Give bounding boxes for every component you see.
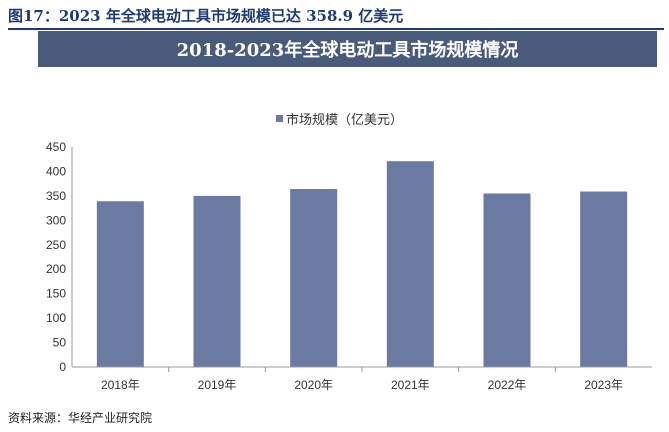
y-tick-label: 450 — [46, 140, 66, 154]
figure-caption: 图17：2023 年全球电动工具市场规模已达 358.9 亿美元 — [8, 7, 404, 25]
caption-rule — [8, 28, 664, 30]
bar-chart: 市场规模（亿美元） 0 50 100 150 200 250 300 350 400 450 20… — [46, 112, 652, 392]
y-tick-label: 200 — [46, 262, 66, 276]
bar — [96, 201, 144, 367]
bar — [386, 161, 434, 367]
y-tick-label: 0 — [59, 360, 66, 374]
chart-title: 2018-2023年全球电动工具市场规模情况 — [176, 40, 519, 61]
y-tick-label: 350 — [46, 189, 66, 203]
bar — [483, 193, 531, 367]
y-tick-label: 150 — [46, 287, 66, 301]
y-tick-label: 100 — [46, 311, 66, 325]
legend-swatch — [276, 115, 283, 122]
y-tick-label: 400 — [46, 164, 66, 178]
bar — [290, 189, 338, 367]
y-tick-label: 250 — [46, 238, 66, 252]
x-tick-label: 2021年 — [391, 378, 430, 392]
y-tick-label: 300 — [46, 213, 66, 227]
y-axis: 0 50 100 150 200 250 300 350 400 450 — [46, 140, 73, 374]
legend: 市场规模（亿美元） — [276, 112, 403, 128]
bars — [96, 161, 628, 367]
bar — [193, 195, 241, 367]
x-tick-label: 2019年 — [198, 378, 237, 392]
x-axis: 2018年 2019年 2020年 2021年 2022年 2023年 — [72, 366, 652, 392]
x-tick-label: 2018年 — [101, 378, 140, 392]
chart-panel: 2018-2023年全球电动工具市场规模情况 市场规模（亿美元） 0 50 100 1… — [38, 31, 657, 399]
bar — [580, 191, 628, 367]
source-note: 资料来源：华经产业研究院 — [8, 411, 153, 425]
chart-title-banner: 2018-2023年全球电动工具市场规模情况 — [38, 31, 657, 67]
x-tick-label: 2020年 — [294, 378, 333, 392]
legend-label: 市场规模（亿美元） — [286, 112, 403, 128]
x-tick-label: 2023年 — [584, 378, 623, 392]
x-tick-label: 2022年 — [488, 378, 527, 392]
y-tick-label: 50 — [53, 336, 67, 350]
